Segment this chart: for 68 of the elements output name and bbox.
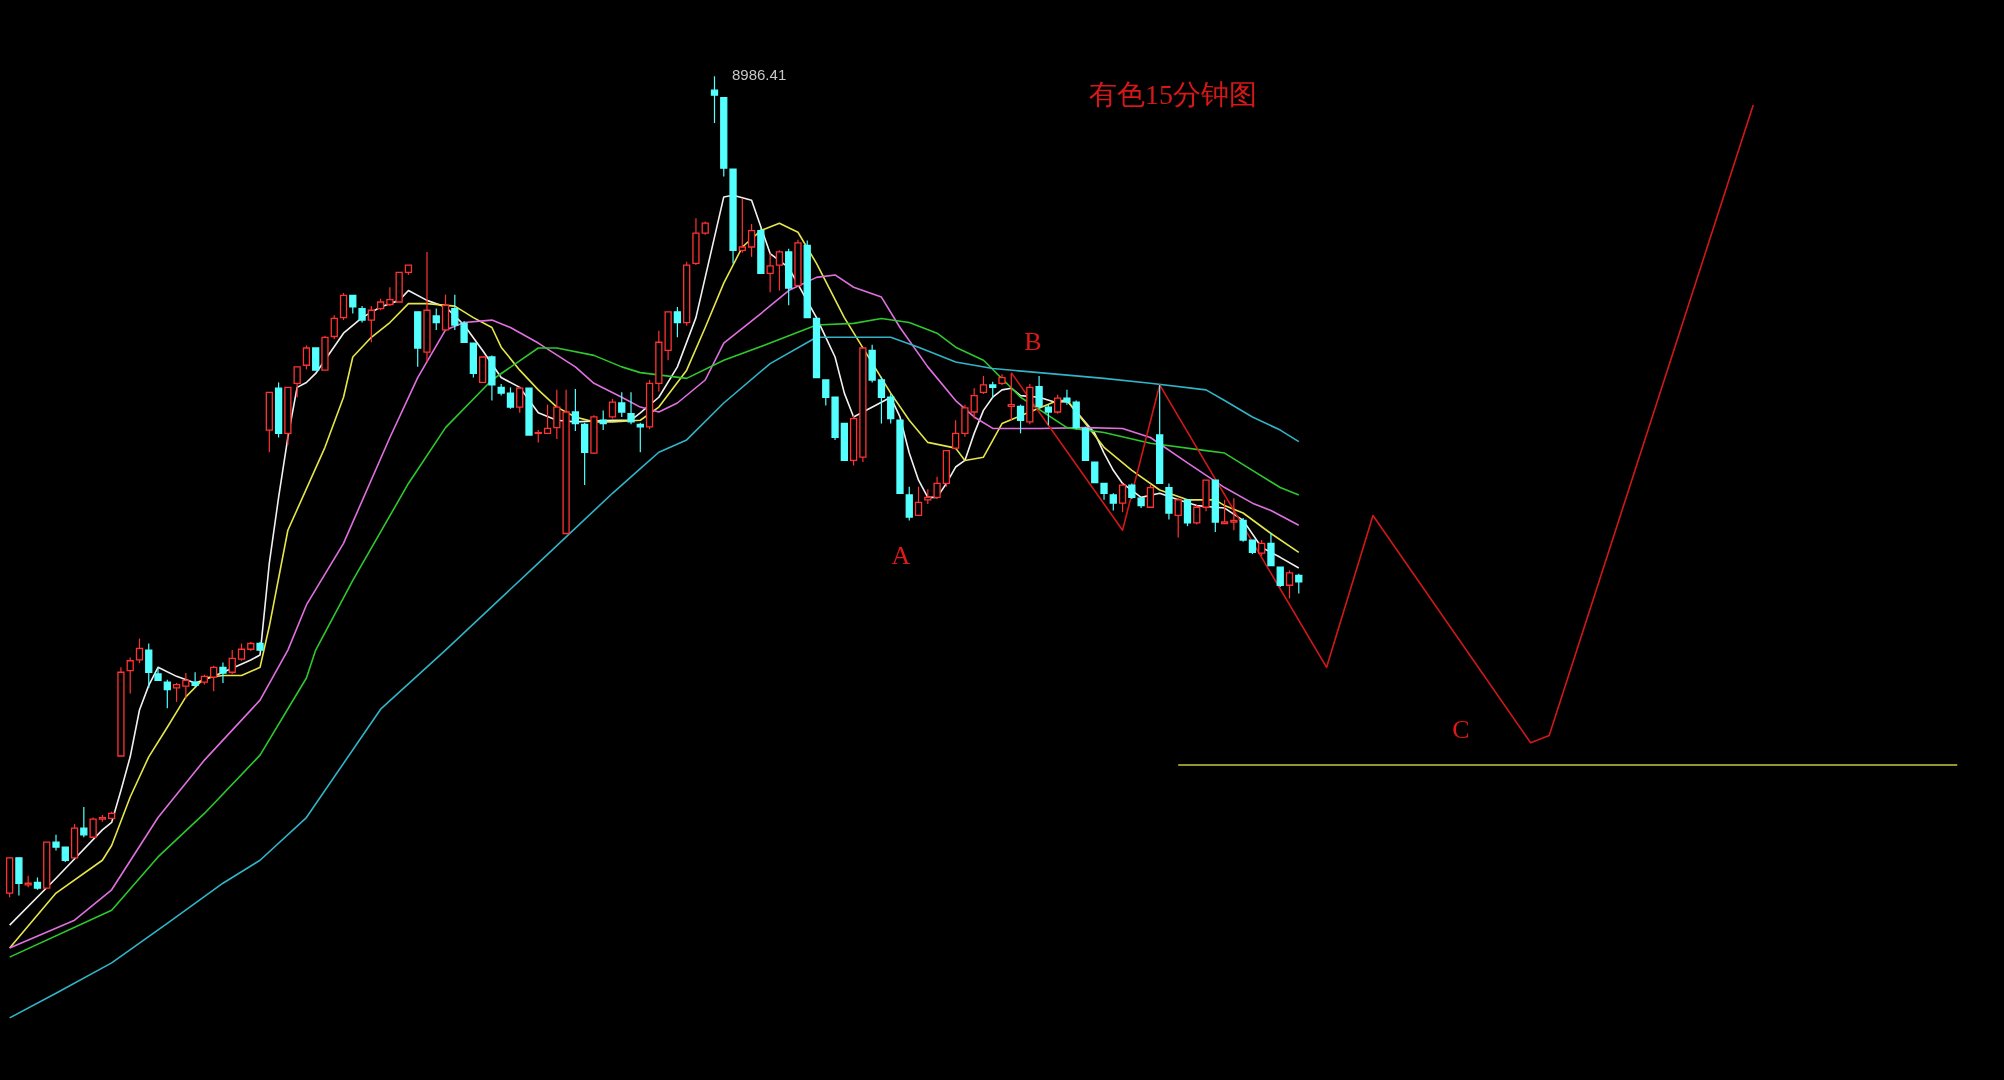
candlestick (145, 642, 153, 689)
candlestick (52, 834, 60, 851)
candlestick (553, 389, 561, 440)
candlestick (182, 672, 190, 700)
candlestick (302, 344, 311, 370)
candlestick (914, 486, 923, 517)
candlestick (571, 388, 580, 432)
candlestick (951, 419, 960, 451)
candlestick (1091, 461, 1099, 484)
candlestick (775, 249, 784, 292)
candlestick (1239, 517, 1247, 543)
candlestick (339, 292, 348, 321)
candlestick (163, 679, 171, 709)
candlestick (367, 305, 375, 343)
candlestick (747, 223, 756, 258)
annotation: 8986.41 (732, 66, 787, 83)
candlestick (673, 306, 682, 338)
candlestick (516, 385, 524, 414)
candlestick (1044, 404, 1053, 426)
candlestick (210, 665, 218, 692)
candlestick (766, 252, 774, 293)
candlestick (905, 486, 913, 521)
candlestick (432, 307, 440, 331)
candlestick (608, 398, 617, 420)
candlestick (135, 637, 144, 664)
candlestick (451, 294, 459, 331)
candlestick (191, 671, 199, 688)
candlestick (1183, 499, 1192, 527)
candlestick (618, 391, 626, 418)
candlestick (460, 320, 468, 343)
candlestick (349, 294, 357, 315)
annotation: C (1452, 715, 1470, 744)
candlestick (1118, 482, 1127, 513)
candlestick (970, 387, 978, 420)
candlestick (386, 286, 394, 307)
candlestick (293, 366, 301, 398)
candlestick (1054, 394, 1062, 415)
candlestick (877, 376, 886, 425)
candlestick (126, 656, 134, 695)
candlestick (1035, 375, 1043, 409)
candlestick (1016, 404, 1025, 434)
annotation: A (891, 541, 911, 570)
candlestick (1285, 569, 1294, 599)
candlestick (1174, 497, 1182, 539)
candlestick (887, 393, 895, 425)
candlestick (89, 816, 97, 838)
candlestick (933, 476, 941, 500)
candlestick (543, 404, 552, 435)
annotation: B (1024, 327, 1042, 356)
candlestick (822, 379, 830, 407)
candlestick (330, 314, 338, 340)
candlestick (1063, 389, 1071, 406)
candlestick (1230, 497, 1238, 531)
candlestick (1295, 573, 1303, 595)
candlestick (1007, 372, 1015, 421)
chart-title: 有色15分钟图 (1089, 79, 1257, 110)
candlestick (710, 75, 719, 124)
candlestick (627, 391, 635, 425)
candlestick (738, 197, 746, 254)
candlestick (1220, 499, 1229, 525)
candlestick (1193, 504, 1201, 526)
candlestick (1267, 532, 1275, 567)
candlestick (228, 649, 236, 675)
candlestick (1276, 566, 1284, 588)
candlestick (979, 375, 988, 395)
candlestick (219, 661, 227, 684)
candlestick (506, 386, 515, 410)
candlestick (312, 347, 320, 371)
